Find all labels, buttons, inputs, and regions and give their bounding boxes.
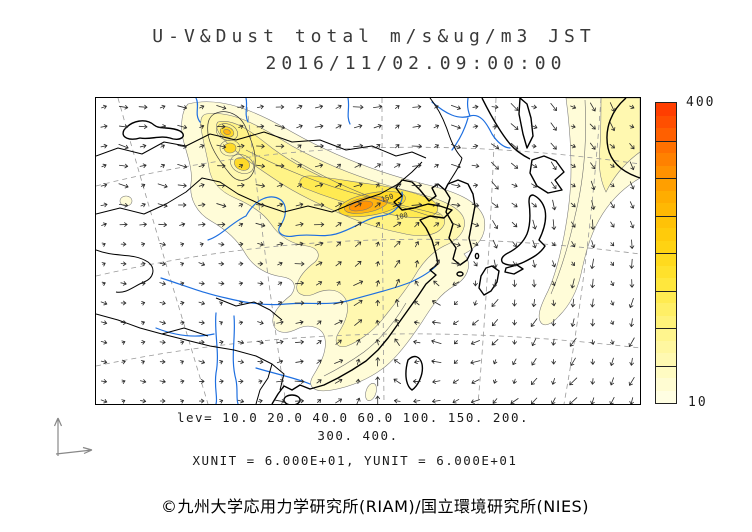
colorbar-segment xyxy=(656,315,676,329)
colorbar-segment xyxy=(656,215,676,228)
contour-label-100: 100 xyxy=(395,211,409,222)
colorbar-tick xyxy=(656,215,676,217)
colorbar-max-label: 400 xyxy=(686,95,716,110)
colorbar xyxy=(655,102,677,404)
country-borders xyxy=(96,98,463,404)
colorbar-tick xyxy=(656,178,676,179)
levels-caption-line1: lev= 10.0 20.0 40.0 60.0 100. 150. 200. xyxy=(177,410,529,425)
colorbar-segment xyxy=(656,240,676,254)
levels-caption-line2: 300. 400. xyxy=(317,428,399,443)
colorbar-segment xyxy=(656,103,676,116)
colorbar-tick xyxy=(656,328,676,329)
colorbar-segment xyxy=(656,340,676,353)
colorbar-segment xyxy=(656,140,676,153)
colorbar-segment xyxy=(656,128,676,142)
colorbar-segment xyxy=(656,265,676,278)
colorbar-segment xyxy=(656,290,676,303)
coastlines xyxy=(122,98,640,404)
map-canvas: 150 100 xyxy=(96,98,640,404)
colorbar-segment xyxy=(656,115,676,128)
colorbar-segment xyxy=(656,278,676,292)
figure-title: U-V&Dust total m/s&ug/m3 JST xyxy=(152,26,596,47)
colorbar-segment xyxy=(656,328,676,341)
colorbar-min-label: 10 xyxy=(688,395,708,410)
units-caption: XUNIT = 6.000E+01, YUNIT = 6.000E+01 xyxy=(192,453,518,468)
colorbar-tick xyxy=(656,140,676,142)
contour-label-150: 150 xyxy=(380,192,395,204)
colorbar-segment xyxy=(656,303,676,316)
axis-indicator xyxy=(53,417,93,456)
figure-timestamp: 2016/11/02.09:00:00 xyxy=(265,53,567,74)
colorbar-segment xyxy=(656,190,676,203)
colorbar-tick xyxy=(656,290,676,292)
contour-lines xyxy=(207,99,586,377)
rivers xyxy=(155,98,511,404)
colorbar-segment xyxy=(656,365,676,378)
wind-arrows xyxy=(100,102,635,404)
colorbar-segment xyxy=(656,378,676,391)
credit-line: ©九州大学応用力学研究所(RIAM)/国立環境研究所(NIES) xyxy=(161,497,589,516)
colorbar-segment xyxy=(656,165,676,179)
colorbar-segment xyxy=(656,203,676,217)
colorbar-segment xyxy=(656,353,676,367)
colorbar-segment xyxy=(656,178,676,191)
colorbar-tick xyxy=(656,253,676,254)
dust-map: 150 100 xyxy=(95,97,641,405)
colorbar-segment xyxy=(656,153,676,166)
dust-contours xyxy=(119,98,640,401)
colorbar-segment xyxy=(656,390,676,403)
colorbar-segment xyxy=(656,228,676,241)
colorbar-tick xyxy=(656,365,676,367)
colorbar-segment xyxy=(656,253,676,266)
